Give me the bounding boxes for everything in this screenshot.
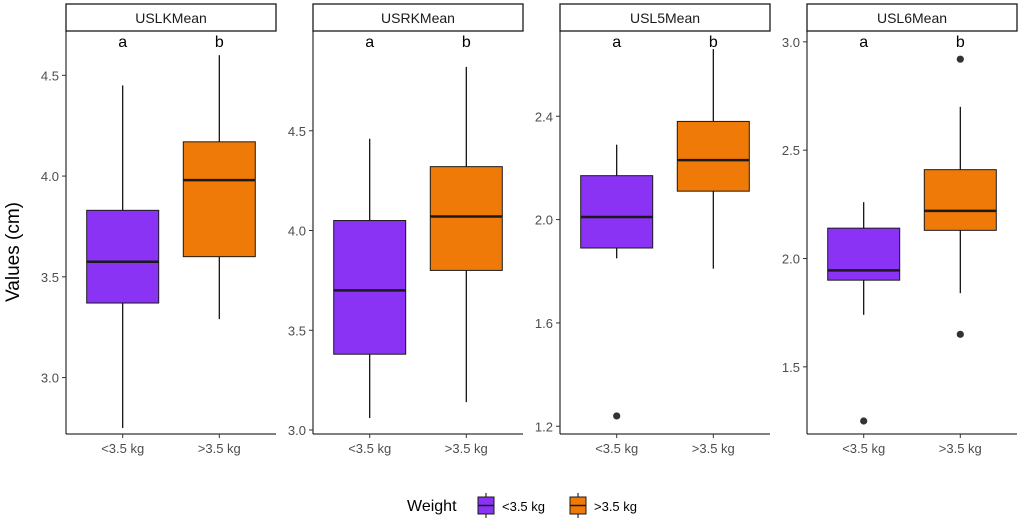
box-light (333, 138, 407, 419)
y-tick-label: 2.0 (535, 213, 553, 228)
iqr-box (676, 120, 750, 192)
y-tick-label: 1.6 (535, 316, 553, 331)
panel-USRKMean: USRKMean 3.0 3.5 4.0 4.5 <3.5 kg >3.5 kg a b (288, 3, 524, 456)
legend: Weight <3.5 kg >3.5 kg (407, 493, 637, 518)
y-tick-label: 2.4 (535, 109, 553, 124)
legend-label: <3.5 kg (502, 499, 545, 514)
iqr-box (333, 220, 407, 355)
x-tick-label: <3.5 kg (595, 441, 638, 456)
y-tick-label: 4.0 (288, 224, 306, 239)
facet-title: USRKMean (381, 10, 455, 26)
significance-letter: b (956, 34, 965, 51)
facet-strip (559, 3, 771, 32)
iqr-box (580, 175, 654, 249)
iqr-box (923, 169, 997, 231)
y-tick-label: 3.5 (41, 270, 59, 285)
y-tick-label: 1.2 (535, 419, 553, 434)
outlier-point (613, 412, 621, 420)
x-tick-label: >3.5 kg (692, 441, 735, 456)
significance-letter: a (118, 34, 127, 51)
iqr-box (827, 227, 901, 281)
y-tick-label: 3.0 (288, 423, 306, 438)
x-tick-label: <3.5 kg (842, 441, 885, 456)
x-tick-label: >3.5 kg (445, 441, 488, 456)
x-tick-label: >3.5 kg (198, 441, 241, 456)
panel-USL5Mean: USL5Mean 1.2 1.6 2.0 2.4 <3.5 kg >3.5 kg a b (535, 3, 771, 456)
x-tick-label: >3.5 kg (939, 441, 982, 456)
y-tick-label: 4.5 (288, 124, 306, 139)
legend-item: >3.5 kg (569, 493, 637, 518)
box-light (580, 144, 654, 420)
outlier-point (956, 55, 964, 63)
x-tick-label: <3.5 kg (101, 441, 144, 456)
iqr-box (182, 141, 256, 258)
legend-item: <3.5 kg (477, 493, 545, 518)
y-tick-label: 3.5 (288, 323, 306, 338)
legend-label: >3.5 kg (594, 499, 637, 514)
y-tick-label: 3.0 (782, 35, 800, 50)
y-tick-label: 2.0 (782, 252, 800, 267)
outlier-point (956, 330, 964, 338)
box-light (86, 85, 160, 428)
significance-letter: b (462, 34, 471, 51)
facet-strip (806, 3, 1018, 32)
y-tick-label: 2.5 (782, 143, 800, 158)
significance-letter: a (612, 34, 621, 51)
iqr-box (429, 166, 503, 271)
legend-title: Weight (407, 498, 457, 515)
significance-letter: b (215, 34, 224, 51)
x-tick-label: <3.5 kg (348, 441, 391, 456)
iqr-box (86, 209, 160, 304)
y-axis-label: Values (cm) (3, 202, 24, 302)
box-heavy (923, 55, 997, 338)
box-heavy (182, 55, 256, 320)
significance-letter: b (709, 34, 718, 51)
y-tick-label: 1.5 (782, 360, 800, 375)
box-heavy (429, 66, 503, 403)
panel-USL6Mean: USL6Mean 1.5 2.0 2.5 3.0 <3.5 kg >3.5 kg a b (782, 3, 1018, 456)
significance-letter: a (365, 34, 374, 51)
facet-title: USL6Mean (877, 10, 947, 26)
y-tick-label: 3.0 (41, 371, 59, 386)
y-tick-label: 4.5 (41, 68, 59, 83)
box-heavy (676, 49, 750, 269)
significance-letter: a (859, 34, 868, 51)
facet-title: USLKMean (135, 10, 207, 26)
panel-USLKMean: USLKMean 3.0 3.5 4.0 4.5 <3.5 kg >3.5 kg a b (41, 3, 277, 456)
box-light (827, 202, 901, 425)
facet-strip (65, 3, 277, 32)
facet-strip (312, 3, 524, 32)
y-tick-label: 4.0 (41, 169, 59, 184)
facet-title: USL5Mean (630, 10, 700, 26)
outlier-point (860, 417, 868, 425)
